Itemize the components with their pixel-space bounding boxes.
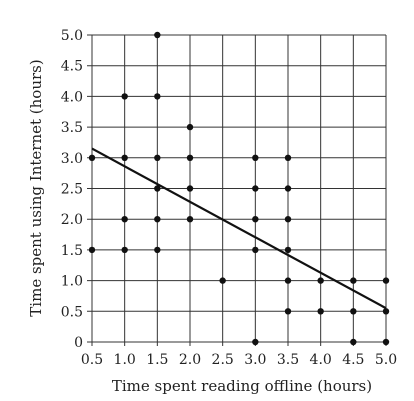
data-point xyxy=(252,154,259,161)
y-tick-label: 4.5 xyxy=(61,59,83,75)
data-point xyxy=(252,216,259,223)
y-tick-label: 2.0 xyxy=(61,212,83,228)
data-point xyxy=(252,185,259,192)
data-point xyxy=(284,246,292,254)
y-tick-label: 5.0 xyxy=(61,28,83,44)
data-point xyxy=(382,308,390,315)
y-tick-label: 4.0 xyxy=(61,89,83,105)
y-tick-label: 0 xyxy=(74,335,83,351)
trend-line xyxy=(91,147,387,310)
data-point xyxy=(186,154,194,161)
data-point xyxy=(284,277,292,284)
x-tick-label: 4.0 xyxy=(310,352,332,368)
data-point xyxy=(186,216,194,223)
y-tick-label: 0.5 xyxy=(61,304,83,320)
data-point xyxy=(121,93,128,100)
y-tick-label: 1.5 xyxy=(61,243,83,259)
x-tick-label: 0.5 xyxy=(81,352,103,368)
data-point xyxy=(219,277,226,284)
data-point xyxy=(284,216,292,223)
data-point xyxy=(154,154,161,161)
data-point xyxy=(154,216,161,223)
data-point xyxy=(154,185,161,192)
data-point xyxy=(382,338,390,346)
data-point xyxy=(252,246,259,254)
x-tick-label: 2.5 xyxy=(212,352,234,368)
data-point xyxy=(317,277,324,284)
x-tick-label: 3.5 xyxy=(277,352,299,368)
y-tick-label: 2.5 xyxy=(61,182,83,198)
data-point xyxy=(186,185,194,192)
data-point xyxy=(88,246,96,254)
grid xyxy=(87,34,387,346)
data-point xyxy=(284,185,292,192)
data-point xyxy=(350,277,357,284)
x-tick-label: 4.5 xyxy=(342,352,364,368)
y-axis-label: Time spent using Internet (hours) xyxy=(27,59,45,316)
x-tick-label: 3.0 xyxy=(244,352,266,368)
data-point xyxy=(350,338,357,346)
data-point xyxy=(350,308,357,315)
data-point xyxy=(121,154,128,161)
y-tick-label: 1.0 xyxy=(61,274,83,290)
data-point xyxy=(121,246,128,254)
y-tick-label: 3.5 xyxy=(61,120,83,136)
x-tick-label: 5.0 xyxy=(375,352,397,368)
data-point xyxy=(88,154,96,161)
data-point xyxy=(154,246,161,254)
data-point xyxy=(154,93,161,100)
data-point xyxy=(284,308,292,315)
x-tick-label: 2.0 xyxy=(179,352,201,368)
tick-labels: 0.5 1.0 1.5 2.0 2.5 3.0 3.5 4.0 4.5 5.000.51.01.5… xyxy=(61,28,397,368)
x-tick-label: 1.0 xyxy=(114,352,136,368)
y-tick-label: 3.0 xyxy=(61,151,83,167)
data-point xyxy=(154,31,161,39)
data-point xyxy=(252,338,259,346)
data-point xyxy=(121,216,128,223)
x-axis-label: Time spent reading offline (hours) xyxy=(112,377,372,395)
data-point xyxy=(382,277,390,284)
data-point xyxy=(317,308,324,315)
data-point xyxy=(284,154,292,161)
data-points xyxy=(88,31,390,346)
data-point xyxy=(186,123,194,131)
x-tick-label: 1.5 xyxy=(146,352,168,368)
